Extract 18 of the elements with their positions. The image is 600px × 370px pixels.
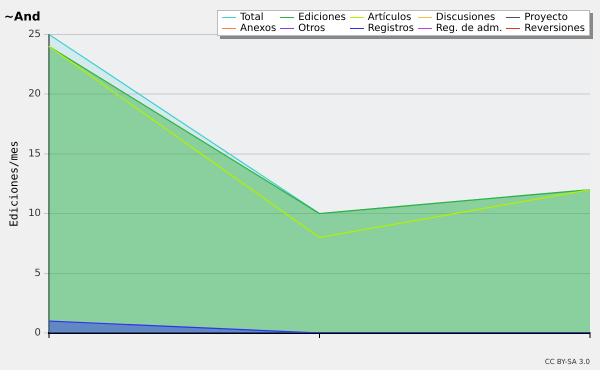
legend-label: Artículos [368, 12, 412, 23]
legend-label: Registros [368, 23, 414, 34]
legend-label: Total [240, 12, 264, 23]
y-axis-title: Ediciones/mes [7, 140, 20, 227]
y-tick-label: 15 [28, 148, 41, 160]
legend-label: Otros [298, 23, 326, 34]
legend-label: Discusiones [436, 12, 496, 23]
y-tick-label: 0 [34, 328, 41, 339]
legend-label: Ediciones [298, 12, 346, 23]
legend-label: Reversiones [524, 23, 585, 34]
legend-label: Proyecto [524, 12, 568, 23]
y-tick-label: 25 [28, 28, 41, 40]
y-tick-label: 5 [34, 268, 41, 279]
legend-label: Anexos [240, 23, 276, 34]
legend-label: Reg. de adm. [436, 23, 502, 34]
y-tick-label: 20 [28, 88, 41, 100]
chart-title: ~And [4, 9, 40, 24]
y-tick-label: 10 [28, 208, 41, 220]
